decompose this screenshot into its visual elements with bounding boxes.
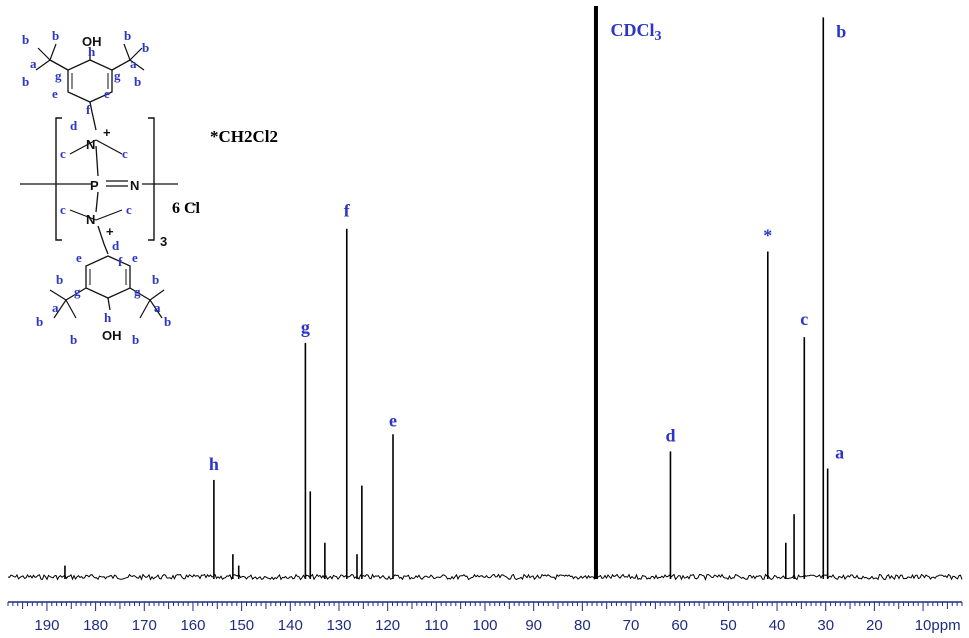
tick-label-150: 150 (229, 617, 254, 634)
ch2cl2-annotation: *CH2Cl2 (210, 127, 278, 146)
tick-label-140: 140 (278, 617, 303, 634)
struct-label-c: c (126, 202, 132, 217)
n-plus-top: N (86, 137, 95, 152)
peak-label-h: h (209, 454, 219, 474)
repeat-subscript: 3 (160, 234, 167, 249)
tick-label-10: 10 (915, 617, 932, 634)
struct-label-e: e (76, 250, 82, 265)
peak-label-b: b (836, 21, 846, 41)
ppm-axis: 190 180 170 160 150 140 130 120 110 100 90 80 70 60 50… (7, 601, 963, 634)
tick-label-100: 100 (472, 617, 497, 634)
struct-label-c: c (60, 146, 66, 161)
struct-label-a: a (30, 56, 37, 71)
tick-label-130: 130 (326, 617, 351, 634)
spectrum-layer (7, 6, 963, 581)
peak-labels: h g f e CDCl3 d * c b a (209, 20, 846, 474)
phosphorus-label: P (90, 178, 99, 193)
chemical-structure: OH OH N + P N N + 3 - b b a b g h g b b … (20, 28, 196, 347)
struct-label-c: c (122, 146, 128, 161)
struct-label-b: b (152, 272, 159, 287)
chloride-counterion-label: 6 Cl (172, 200, 201, 217)
struct-label-b: b (124, 28, 131, 43)
peak-label-d: d (665, 425, 675, 445)
struct-label-b: b (142, 40, 149, 55)
tick-label-190: 190 (34, 617, 59, 634)
struct-label-b: b (52, 28, 59, 43)
struct-label-a: a (154, 300, 161, 315)
tick-label-40: 40 (769, 617, 786, 634)
tick-label-170: 170 (132, 617, 157, 634)
tick-label-20: 20 (866, 617, 883, 634)
tick-label-70: 70 (623, 617, 640, 634)
struct-label-a: a (52, 300, 59, 315)
struct-label-b: b (134, 74, 141, 89)
struct-label-g: g (114, 68, 121, 83)
struct-label-a: a (130, 56, 137, 71)
peak-label-a: a (835, 443, 844, 463)
struct-label-c: c (60, 202, 66, 217)
struct-label-g: g (134, 284, 141, 299)
plus-top: + (103, 125, 111, 140)
struct-label-h: h (104, 310, 112, 325)
axis-unit-label: ppm (931, 617, 960, 634)
struct-label-f: f (118, 254, 123, 269)
peak-label-c: c (800, 309, 808, 329)
struct-label-b: b (22, 32, 29, 47)
tick-label-160: 160 (180, 617, 205, 634)
tick-label-110: 110 (424, 617, 448, 634)
struct-label-e: e (52, 86, 58, 101)
peak-label-asterisk: * (763, 226, 772, 246)
peak-label-f: f (344, 201, 351, 221)
struct-label-e: e (132, 250, 138, 265)
struct-label-d: d (70, 118, 78, 133)
tick-label-90: 90 (525, 617, 542, 634)
spectrum-baseline (7, 573, 963, 581)
peak-label-g: g (301, 317, 310, 337)
struct-label-d: d (112, 238, 120, 253)
peak-label-CDCl3: CDCl3 (610, 20, 661, 44)
tick-label-60: 60 (671, 617, 688, 634)
struct-label-e: e (104, 86, 110, 101)
structure-assignment-labels: b b a b g h g b b a b e e f d c c c c d (22, 28, 171, 347)
tick-label-50: 50 (720, 617, 737, 634)
tick-label-120: 120 (375, 617, 400, 634)
plus-bottom: + (106, 224, 114, 239)
peak-label-e: e (389, 410, 397, 430)
struct-label-b: b (70, 332, 77, 347)
bottom-oh-label: OH (102, 328, 122, 343)
struct-label-g: g (55, 68, 62, 83)
struct-label-b: b (56, 272, 63, 287)
n-ring-label: N (130, 178, 139, 193)
tick-label-80: 80 (574, 617, 591, 634)
struct-label-g: g (74, 284, 81, 299)
struct-label-b: b (164, 314, 171, 329)
struct-label-f: f (86, 102, 91, 117)
chloride-minus: - (192, 196, 196, 211)
tick-label-180: 180 (83, 617, 108, 634)
struct-label-b: b (36, 314, 43, 329)
struct-label-b: b (22, 74, 29, 89)
struct-label-h: h (88, 44, 96, 59)
top-oh-label: OH (82, 34, 102, 49)
tick-label-30: 30 (817, 617, 834, 634)
struct-label-b: b (132, 332, 139, 347)
n-plus-bottom: N (86, 212, 95, 227)
